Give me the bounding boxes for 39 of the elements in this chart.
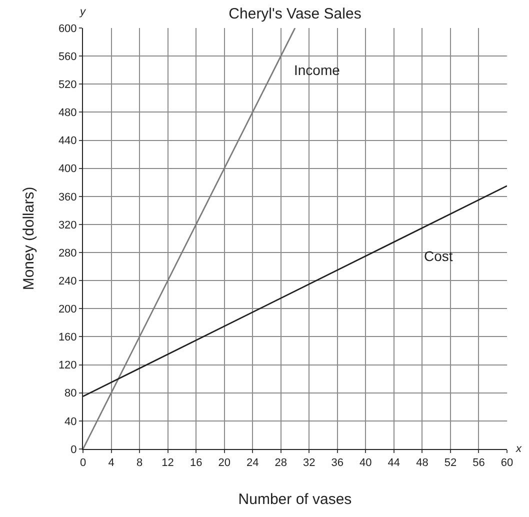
y-tick-label: 520 — [58, 78, 77, 91]
x-tick-label: 44 — [388, 457, 400, 470]
y-tick-label: 80 — [64, 388, 77, 400]
x-tick-label: 32 — [303, 457, 316, 470]
y-tick-label: 360 — [58, 191, 77, 204]
x-tick-label: 16 — [190, 457, 202, 470]
series-label: Income — [294, 62, 340, 78]
y-tick-label: 320 — [58, 219, 77, 232]
chart-title: Cheryl's Vase Sales — [228, 5, 362, 22]
x-tick-label: 12 — [162, 457, 174, 470]
y-tick-label: 600 — [58, 22, 77, 35]
y-tick-label: 400 — [58, 163, 77, 176]
x-tick-label: 24 — [246, 457, 259, 470]
x-tick-label: 36 — [331, 457, 344, 470]
y-tick-label: 0 — [70, 444, 77, 456]
x-tick-label: 52 — [444, 457, 457, 470]
text: x — [515, 443, 522, 455]
x-tick-label: 48 — [416, 457, 428, 470]
y-axis-title: Money (dollars) — [20, 186, 38, 290]
y-tick-label: 200 — [58, 304, 77, 316]
x-tick-label: 4 — [108, 457, 114, 470]
y-tick-label: 120 — [58, 360, 77, 372]
series-label: Cost — [424, 248, 453, 264]
x-tick-label: 20 — [218, 457, 230, 470]
y-tick-label: 280 — [58, 247, 77, 260]
x-tick-label: 28 — [274, 457, 287, 470]
y-tick-label: 160 — [58, 332, 77, 344]
y-tick-label: 440 — [58, 135, 77, 148]
x-tick-label: 40 — [360, 457, 372, 470]
text: y — [79, 6, 87, 18]
x-tick-label: 60 — [500, 457, 514, 470]
x-tick-label: 56 — [472, 457, 485, 470]
x-tick-label: 0 — [80, 457, 86, 470]
x-axis-title: Number of vases — [238, 491, 352, 508]
x-tick-label: 8 — [136, 457, 143, 470]
y-tick-label: 480 — [58, 107, 77, 120]
y-tick-label: 560 — [58, 50, 77, 63]
y-tick-label: 40 — [64, 416, 77, 428]
y-tick-label: 240 — [58, 275, 77, 288]
